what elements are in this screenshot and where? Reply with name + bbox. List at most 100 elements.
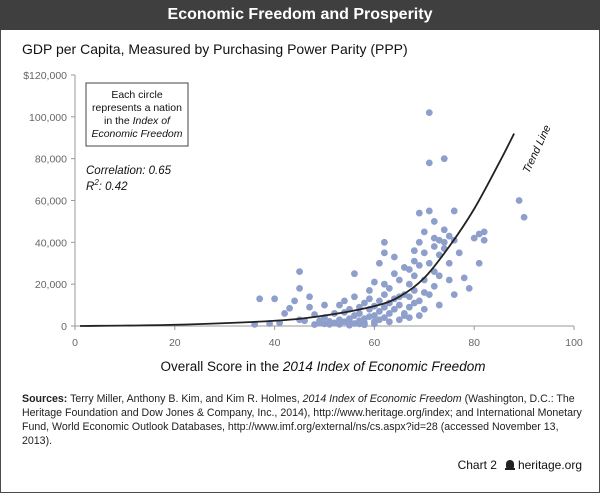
data-point	[420, 305, 428, 313]
chart-title: Economic Freedom and Prosperity	[0, 0, 600, 30]
y-tick-label: 80,000	[35, 154, 67, 166]
data-point	[371, 312, 378, 319]
data-point	[380, 249, 388, 257]
y-tick-label: 40,000	[35, 237, 67, 249]
r-squared-label: R2: 0.42	[86, 178, 128, 193]
r-squared-prefix: R	[86, 181, 94, 193]
data-point	[321, 301, 328, 309]
data-point	[405, 293, 413, 301]
data-point	[356, 310, 363, 317]
data-point	[425, 109, 433, 117]
data-point	[415, 261, 423, 269]
site-credit: heritage.org	[504, 458, 582, 472]
data-point	[371, 278, 378, 286]
data-point	[336, 301, 343, 309]
data-point	[410, 272, 418, 280]
data-point	[390, 253, 398, 261]
annotation-line-1: Each circle	[111, 89, 163, 101]
x-tick-label: 60	[369, 337, 381, 349]
data-point	[405, 314, 413, 322]
data-point	[395, 316, 403, 324]
data-point	[281, 310, 288, 317]
data-point	[415, 209, 423, 217]
data-point	[366, 287, 373, 294]
data-point	[351, 320, 358, 327]
data-point	[400, 310, 408, 317]
trend-line-label: Trend Line	[521, 123, 554, 175]
data-point	[380, 291, 388, 299]
data-point	[445, 276, 453, 284]
data-point	[385, 310, 393, 317]
data-point	[390, 270, 398, 278]
correlation-label: Correlation: 0.65	[86, 165, 172, 177]
data-point	[520, 213, 528, 221]
x-tick-label: 80	[468, 337, 480, 349]
chart-number: Chart 2	[457, 458, 497, 472]
data-point	[430, 268, 438, 276]
data-point	[286, 304, 293, 312]
x-axis-label-text: Overall Score in the	[161, 359, 283, 374]
data-point	[341, 297, 348, 305]
sources-note: Sources: Terry Miller, Anthony B. Kim, a…	[22, 392, 582, 448]
sources-text-2: (Washington, D.C.: The Heritage Foundati…	[22, 393, 582, 447]
data-point	[405, 303, 413, 311]
data-point	[420, 276, 428, 284]
sources-text-1: Terry Miller, Anthony B. Kim, and Kim R.…	[67, 393, 303, 405]
data-point	[470, 234, 478, 242]
data-point	[450, 291, 458, 299]
sources-label: Sources:	[22, 393, 68, 405]
data-point	[380, 303, 388, 311]
trend-line	[79, 133, 515, 327]
y-tick-label: 20,000	[35, 279, 67, 291]
data-point	[346, 315, 353, 323]
data-point	[296, 268, 303, 276]
data-point	[256, 295, 264, 303]
x-tick-label: 100	[565, 337, 583, 349]
data-point	[445, 232, 453, 240]
x-axis-label: Overall Score in the 2014 Index of Econo…	[161, 359, 486, 374]
data-point	[395, 276, 403, 284]
annotation-line-3-text: in the	[104, 115, 130, 127]
data-point	[375, 259, 383, 267]
data-point	[316, 317, 323, 325]
data-point	[445, 259, 453, 267]
y-ticks: 0 20,000 40,000 60,000 80,000 100,000 $120,000	[23, 70, 75, 333]
data-point	[430, 282, 438, 290]
data-point	[410, 247, 418, 255]
annotation-line-3-italic: Index of	[133, 115, 171, 127]
data-point	[420, 228, 428, 236]
data-point	[380, 280, 388, 288]
data-point	[385, 284, 393, 292]
data-point	[430, 243, 438, 250]
r-squared-suffix: : 0.42	[99, 181, 128, 193]
data-point	[440, 226, 448, 234]
site-name: heritage.org	[517, 458, 582, 472]
footer: Chart 2 heritage.org	[458, 458, 582, 472]
data-point	[425, 159, 433, 167]
data-point	[425, 291, 433, 299]
data-point	[435, 301, 443, 309]
y-tick-label: $120,000	[23, 70, 67, 82]
data-point	[415, 238, 423, 246]
sources-italic: 2014 Index of Economic Freedom	[302, 393, 462, 405]
data-point	[306, 303, 313, 311]
liberty-bell-icon	[504, 459, 515, 471]
data-point	[291, 297, 298, 305]
data-point	[366, 295, 373, 303]
y-tick-label: 100,000	[29, 112, 67, 124]
data-point	[351, 293, 358, 301]
data-point	[475, 259, 483, 267]
x-tick-label: 0	[72, 337, 78, 349]
data-point	[425, 207, 433, 215]
data-point	[480, 228, 488, 236]
data-point	[361, 299, 368, 307]
annotation-box-border	[85, 82, 189, 147]
data-point	[341, 318, 348, 326]
data-point	[440, 238, 448, 246]
data-point	[435, 272, 443, 280]
annotation-line-2: represents a nation	[92, 102, 182, 114]
x-ticks: 0 20 40 60 80 100	[72, 326, 583, 349]
data-point	[410, 257, 418, 265]
data-point	[405, 266, 413, 273]
